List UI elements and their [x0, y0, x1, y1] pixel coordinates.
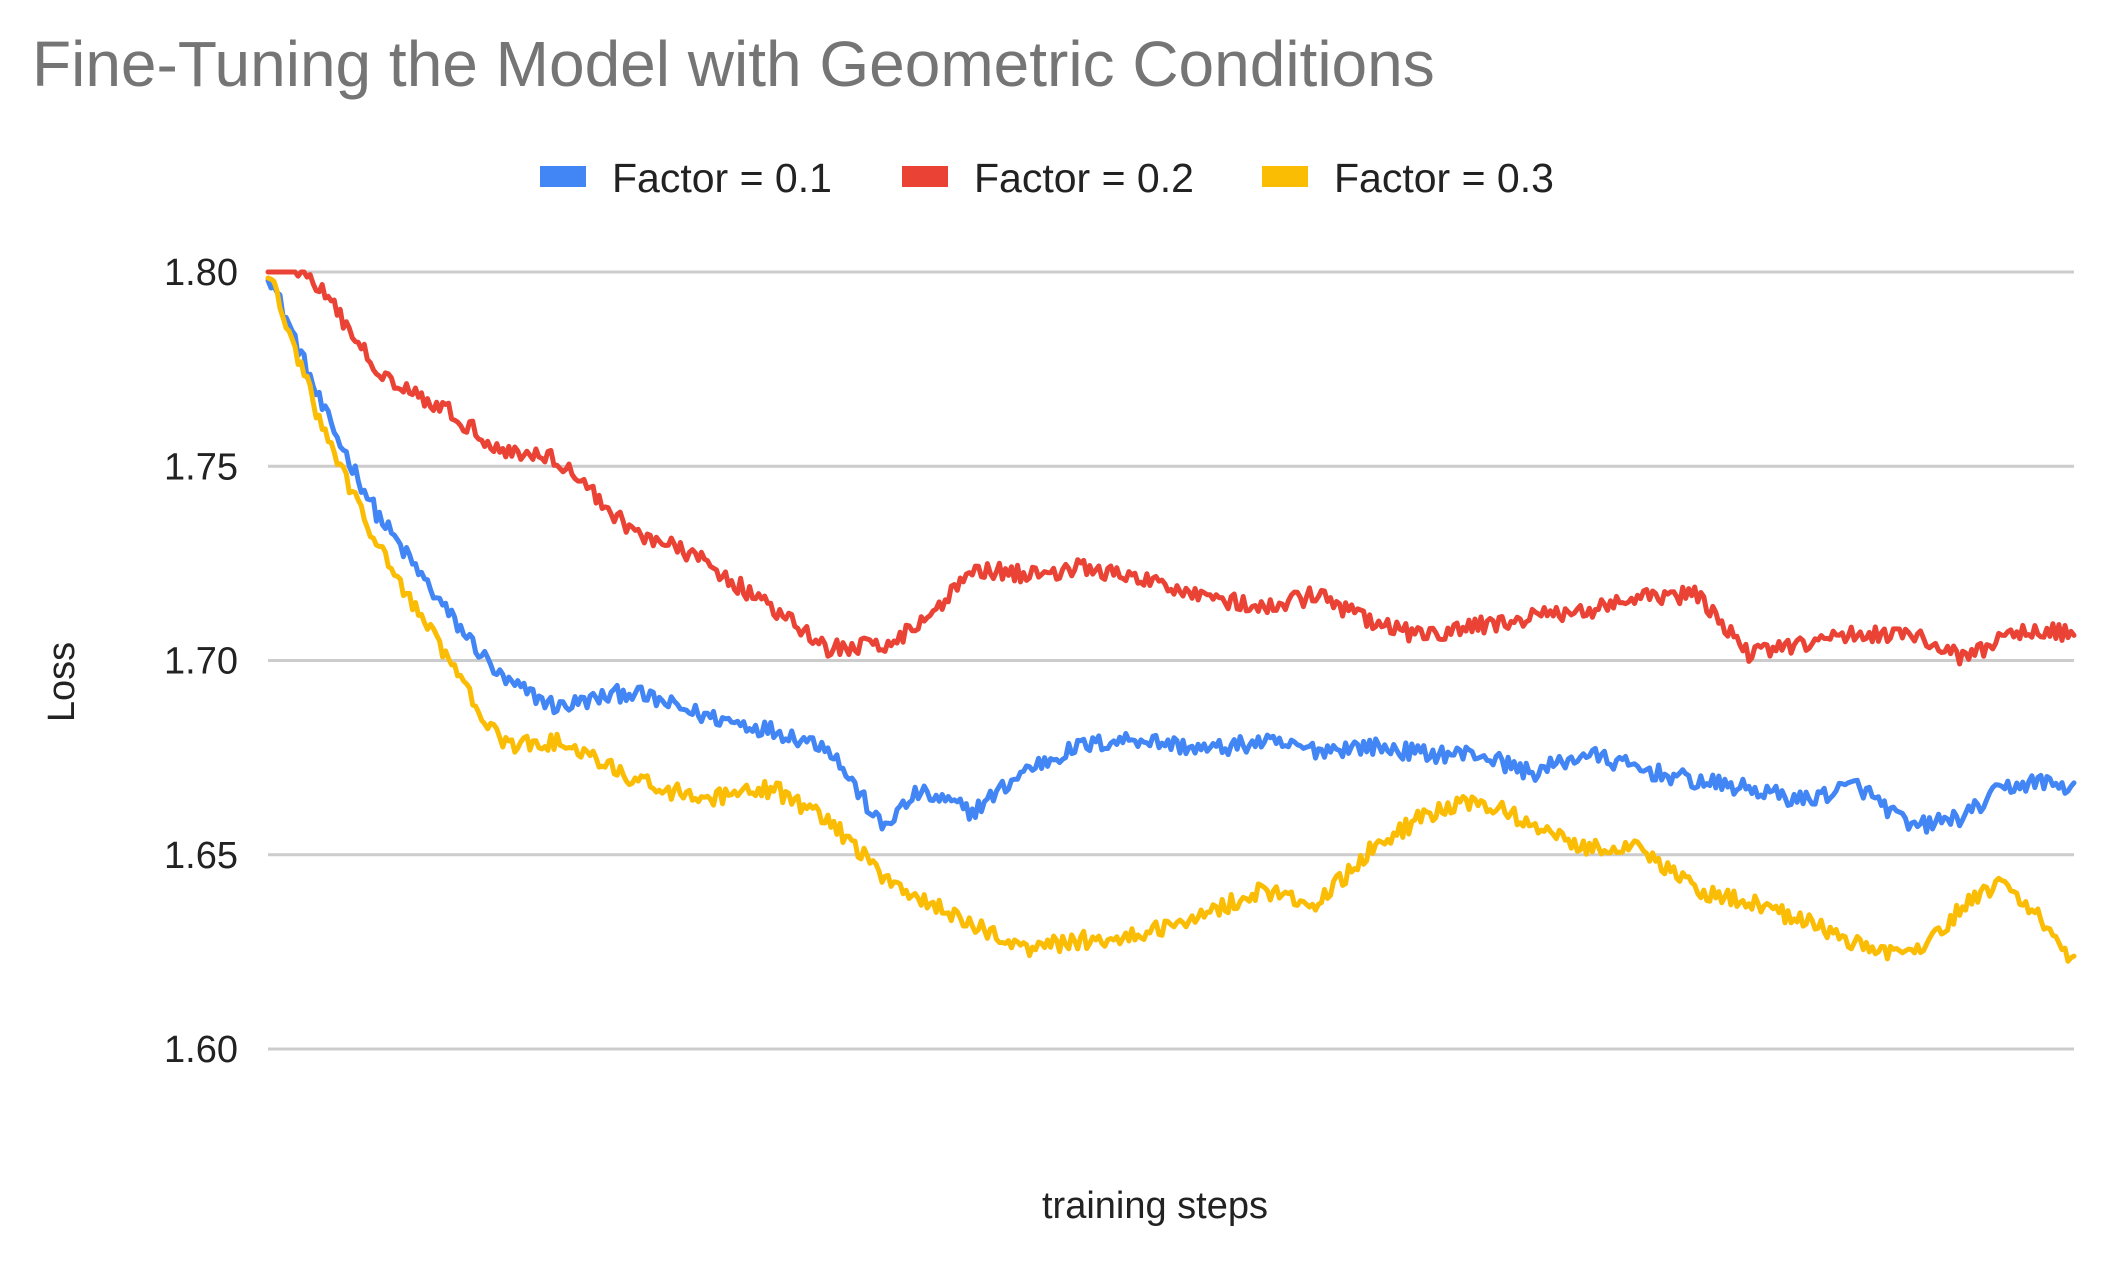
- y-tick-label: 1.65: [164, 835, 238, 877]
- legend-swatch-2: [1262, 166, 1308, 187]
- legend-label-0: Factor = 0.1: [612, 155, 832, 201]
- legend-swatch-1: [902, 166, 948, 187]
- y-axis-ticks: 1.60 1.65 1.70 1.75 1.80: [164, 252, 238, 1071]
- legend: Factor = 0.1 Factor = 0.2 Factor = 0.3: [540, 155, 1554, 201]
- legend-swatch-0: [540, 166, 586, 187]
- gridlines: [268, 270, 2074, 1051]
- x-axis-label: training steps: [1042, 1185, 1268, 1227]
- y-tick-label: 1.75: [164, 446, 238, 488]
- y-tick-label: 1.80: [164, 252, 238, 294]
- y-tick-label: 1.70: [164, 641, 238, 683]
- series-line-1: [265, 269, 2077, 667]
- series-line-2: [265, 275, 2077, 964]
- series-line-0: [265, 277, 2077, 835]
- y-axis-label: Loss: [41, 642, 83, 722]
- series-lines: [265, 269, 2077, 964]
- legend-label-1: Factor = 0.2: [974, 155, 1194, 201]
- chart-title: Fine-Tuning the Model with Geometric Con…: [32, 28, 1435, 100]
- y-tick-label: 1.60: [164, 1029, 238, 1071]
- legend-label-2: Factor = 0.3: [1334, 155, 1554, 201]
